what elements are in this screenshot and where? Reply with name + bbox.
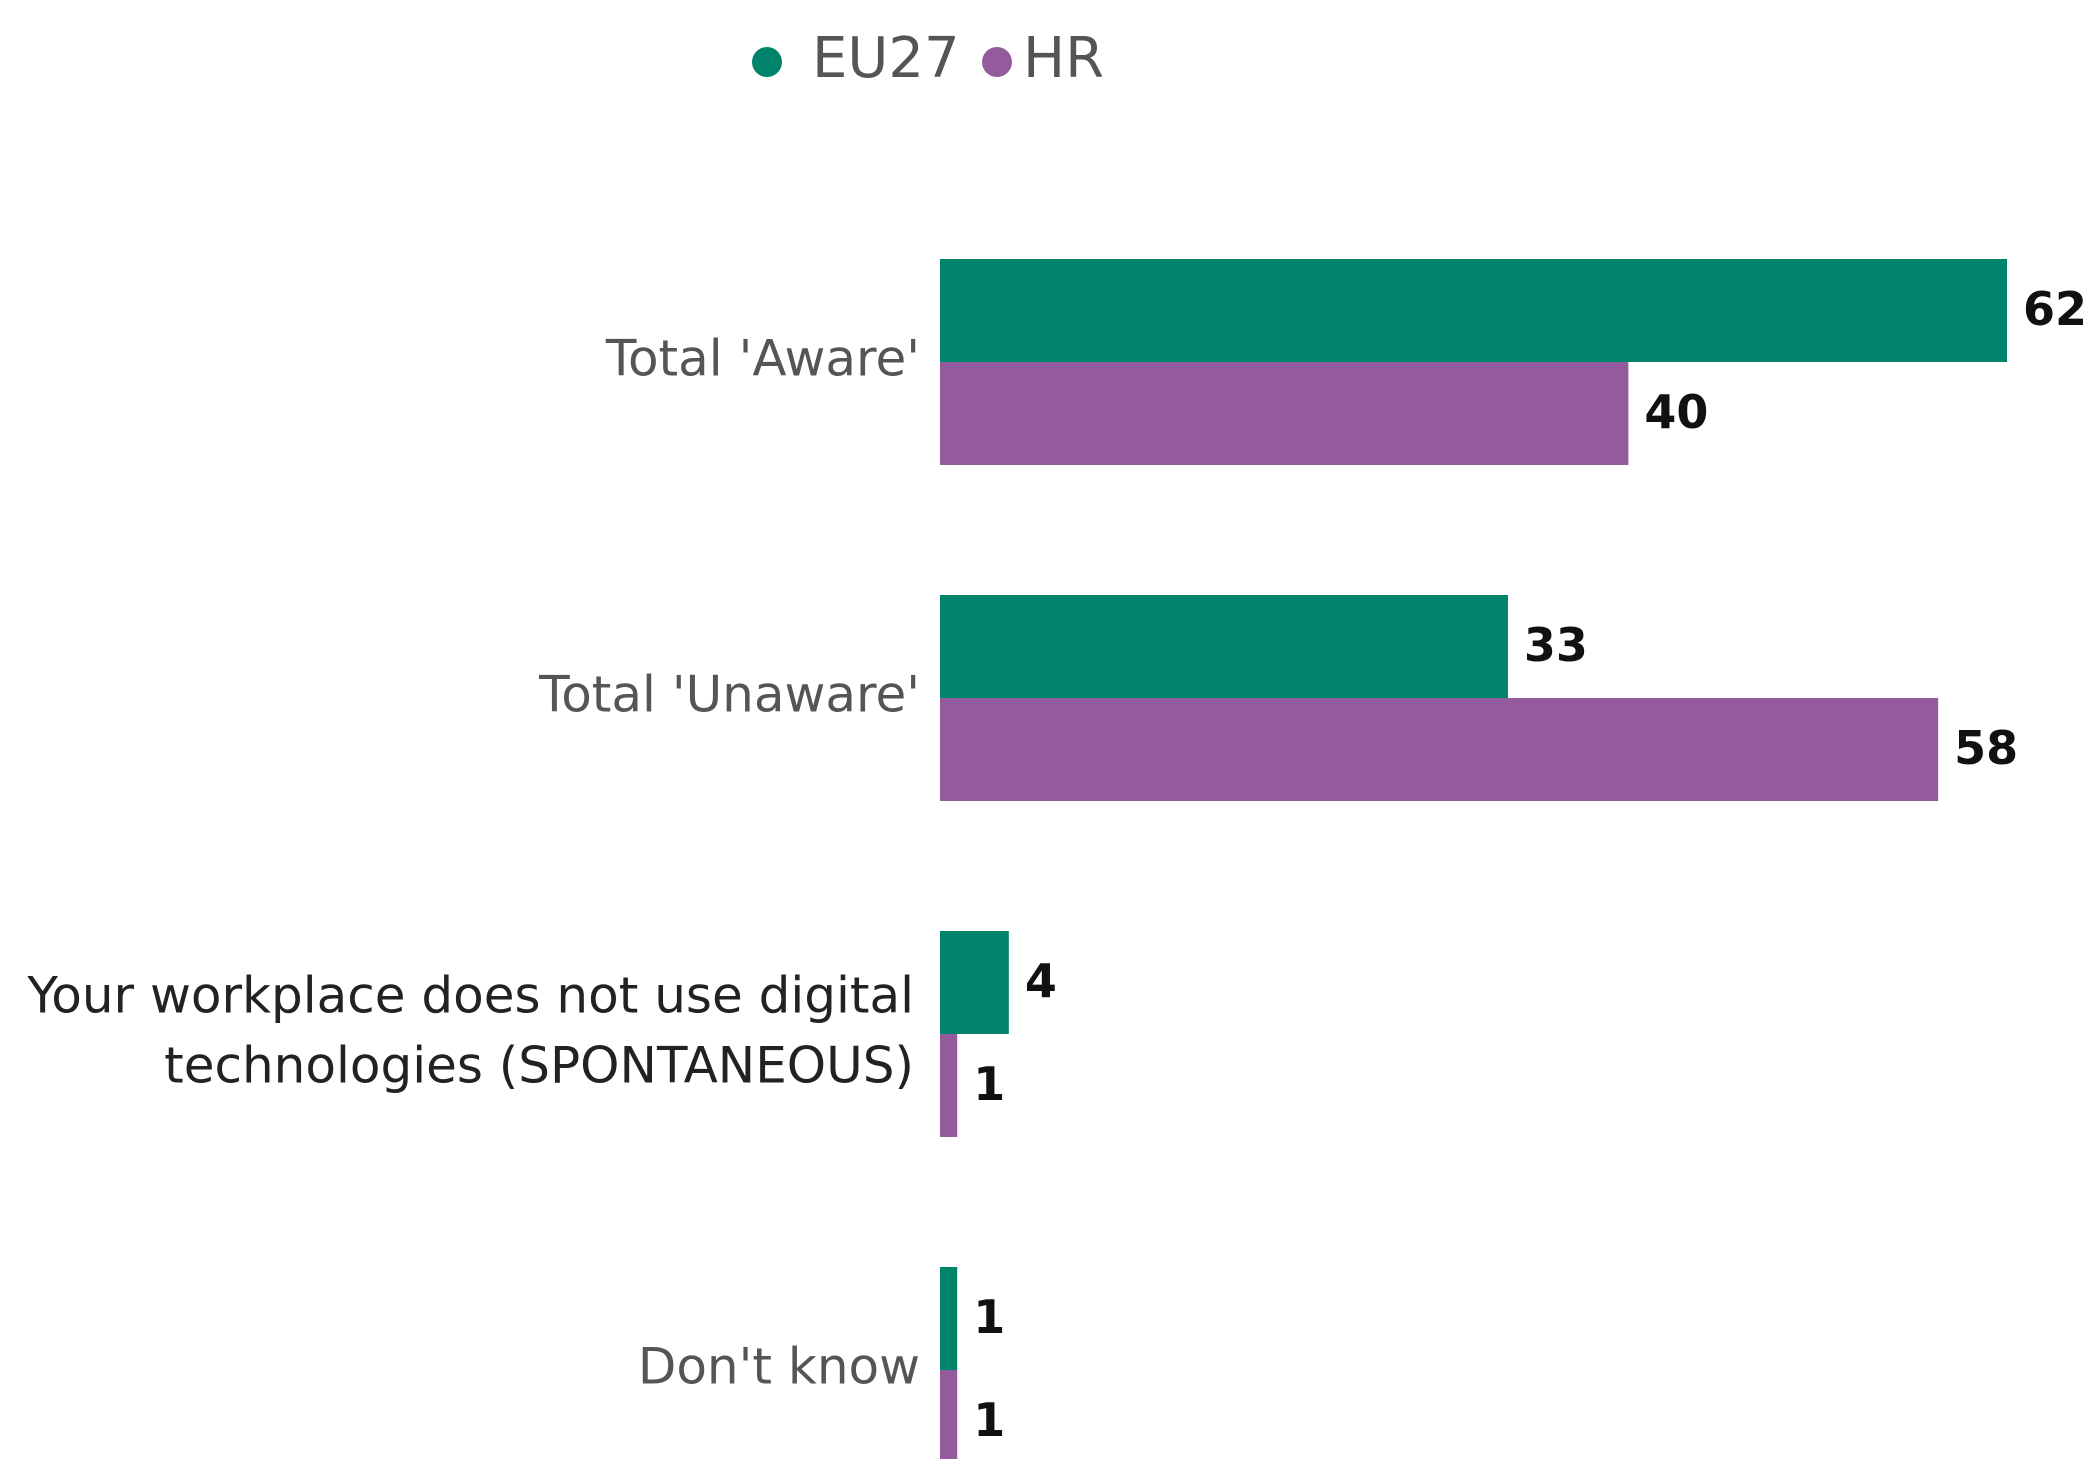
bar — [940, 931, 1009, 1034]
bar — [940, 1267, 958, 1370]
category-label: technologies (SPONTANEOUS) — [164, 1037, 914, 1095]
value-label: 1 — [973, 1393, 1005, 1447]
legend-label: HR — [1023, 26, 1104, 91]
value-label: 4 — [1025, 954, 1057, 1008]
legend-marker — [752, 47, 782, 77]
bar — [940, 1034, 958, 1137]
category-label: Total 'Unaware' — [538, 666, 920, 724]
value-label: 33 — [1524, 618, 1588, 672]
value-label: 40 — [1644, 385, 1708, 439]
bar — [940, 259, 2007, 362]
legend-label: EU27 — [812, 26, 960, 91]
category-label: Don't know — [638, 1338, 920, 1396]
value-label: 1 — [973, 1290, 1005, 1344]
bar — [940, 362, 1629, 465]
value-label: 62 — [2023, 282, 2087, 336]
legend-marker — [982, 47, 1012, 77]
category-label: Your workplace does not use digital — [26, 967, 914, 1025]
value-label: 58 — [1954, 721, 2018, 775]
bar — [940, 595, 1508, 698]
value-label: 1 — [973, 1057, 1005, 1111]
bar — [940, 1370, 958, 1459]
category-label: Total 'Aware' — [605, 330, 920, 388]
bar — [940, 698, 1939, 801]
